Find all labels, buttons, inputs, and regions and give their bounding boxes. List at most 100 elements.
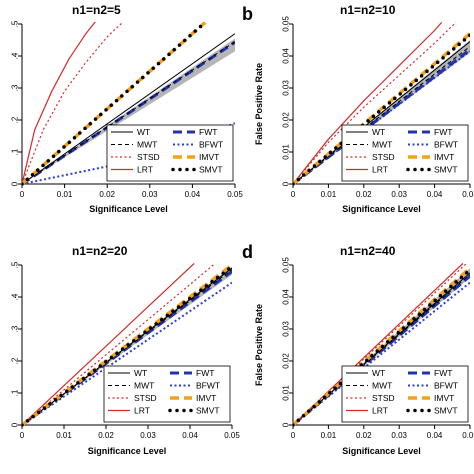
x-tick-label: 0.01 xyxy=(321,190,337,199)
x-tick-label: 0.01 xyxy=(57,190,73,199)
series-line-stsd xyxy=(293,22,457,185)
x-tick-label: 0.02 xyxy=(98,431,114,440)
legend: WT MWT STSD LRT FWT BFWT IMVT SMVT xyxy=(341,365,469,423)
y-tick-label: 0.01 xyxy=(282,385,291,401)
panel-label: b xyxy=(242,4,253,24)
legend: WT MWT STSD LRT FWT BFWT IMVT SMVT xyxy=(341,124,469,182)
x-tick-label: 0.05 xyxy=(227,190,243,199)
x-tick-label: 0.03 xyxy=(142,190,158,199)
legend-box xyxy=(341,124,469,182)
y-tick-label: 0.02 xyxy=(282,112,291,128)
x-tick-label: 0.02 xyxy=(356,431,372,440)
panel-title: n1=n2=40 xyxy=(340,244,396,258)
legend-label-bfwt: BFWT xyxy=(196,381,220,391)
x-tick-label: 0.03 xyxy=(391,190,407,199)
series-line-imvt xyxy=(293,32,470,186)
legend-label-bfwt: BFWT xyxy=(434,140,458,150)
y-tick-label: .1 xyxy=(11,389,20,396)
x-tick-label: 0.03 xyxy=(140,431,156,440)
x-tick-label: 0.04 xyxy=(182,431,198,440)
series-line-fwt xyxy=(293,275,470,427)
y-tick-label: 0.03 xyxy=(282,321,291,337)
y-tick-label: 0.01 xyxy=(282,144,291,160)
legend-label-lrt: LRT xyxy=(372,406,388,416)
legend-label-fwt: FWT xyxy=(434,368,452,378)
legend-label-stsd: STSD xyxy=(137,152,160,162)
x-tick-label: 0.01 xyxy=(56,431,72,440)
y-tick-label: 0.05 xyxy=(282,16,291,32)
y-tick-label: 0.04 xyxy=(282,48,291,64)
series-line-wt xyxy=(293,41,470,185)
x-axis-label: Significance Level xyxy=(89,204,168,214)
series-line-lrt xyxy=(22,22,96,185)
x-tick-label: 0.04 xyxy=(427,190,443,199)
series-line-fwt xyxy=(293,48,470,186)
x-axis-label: Significance Level xyxy=(342,204,421,214)
y-tick-label: .1 xyxy=(11,148,20,155)
legend-label-smvt: SMVT xyxy=(434,406,458,416)
legend-label-mwt: MWT xyxy=(372,140,392,150)
y-tick-label: 0 xyxy=(11,181,20,186)
x-tick-label: 0 xyxy=(20,190,25,199)
y-tick-label: .5 xyxy=(11,261,20,268)
series-line-mwt xyxy=(22,41,235,185)
plot-area xyxy=(22,22,235,186)
y-tick-label: 0 xyxy=(282,181,291,186)
plot-area xyxy=(293,22,470,186)
legend: WT MWT STSD LRT FWT BFWT IMVT SMVT xyxy=(106,124,234,182)
legend-label-fwt: FWT xyxy=(434,127,452,137)
legend-label-wt: WT xyxy=(372,368,385,378)
x-tick-label: 0.04 xyxy=(185,190,201,199)
legend-label-mwt: MWT xyxy=(372,381,392,391)
y-tick-label: .4 xyxy=(11,293,20,300)
y-tick-label: .4 xyxy=(11,52,20,59)
legend-label-bfwt: BFWT xyxy=(199,140,223,150)
x-axis-label: Significance Level xyxy=(342,446,421,456)
y-tick-label: .2 xyxy=(11,116,20,123)
legend-label-imvt: IMVT xyxy=(434,393,454,403)
legend-label-stsd: STSD xyxy=(134,393,157,403)
y-tick-label: 0.05 xyxy=(282,257,291,273)
legend-label-stsd: STSD xyxy=(372,152,395,162)
legend-label-mwt: MWT xyxy=(137,140,157,150)
x-tick-label: 0.01 xyxy=(321,431,337,440)
x-tick-label: 0.02 xyxy=(99,190,115,199)
y-tick-label: 0.03 xyxy=(282,80,291,96)
y-tick-label: 0.02 xyxy=(282,353,291,369)
series-line-bfwt xyxy=(22,281,232,426)
legend-label-lrt: LRT xyxy=(372,165,388,175)
series-line-stsd xyxy=(22,263,216,426)
x-axis-label: Significance Level xyxy=(88,446,167,456)
y-axis-label: False Positive Rate xyxy=(254,63,264,145)
y-tick-label: 0.04 xyxy=(282,289,291,305)
legend-label-fwt: FWT xyxy=(196,368,214,378)
legend-label-smvt: SMVT xyxy=(434,165,458,175)
series-line-bfwt xyxy=(293,281,470,426)
panel-label: d xyxy=(242,242,253,262)
legend-label-bfwt: BFWT xyxy=(434,381,458,391)
y-tick-label: .5 xyxy=(11,20,20,27)
x-tick-label: 0.02 xyxy=(356,190,372,199)
legend: WT MWT STSD LRT FWT BFWT IMVT SMVT xyxy=(103,365,231,423)
legend-label-stsd: STSD xyxy=(372,393,395,403)
series-line-stsd xyxy=(293,263,467,426)
series-line-wt xyxy=(293,272,470,426)
legend-label-imvt: IMVT xyxy=(199,152,219,162)
legend-label-imvt: IMVT xyxy=(434,152,454,162)
series-line-smvt xyxy=(22,264,232,427)
panel-2: n1=n2=10 b False Positive Rate Significance… xyxy=(242,3,474,214)
x-tick-label: 0 xyxy=(291,190,296,199)
panel-4: n1=n2=40 d False Positive Rate Significance… xyxy=(242,242,474,456)
series-line-smvt xyxy=(22,22,207,186)
legend-label-lrt: LRT xyxy=(134,406,150,416)
legend-label-smvt: SMVT xyxy=(199,165,223,175)
y-tick-label: .3 xyxy=(11,84,20,91)
panel-title: n1=n2=10 xyxy=(340,3,396,17)
y-tick-label: 0 xyxy=(11,422,20,427)
x-tick-label: 0.04 xyxy=(427,431,443,440)
plot-area xyxy=(293,263,470,427)
x-tick-label: 0.05 xyxy=(462,431,474,440)
legend-box xyxy=(106,124,234,182)
y-axis-label: False Positive Rate xyxy=(254,304,264,386)
